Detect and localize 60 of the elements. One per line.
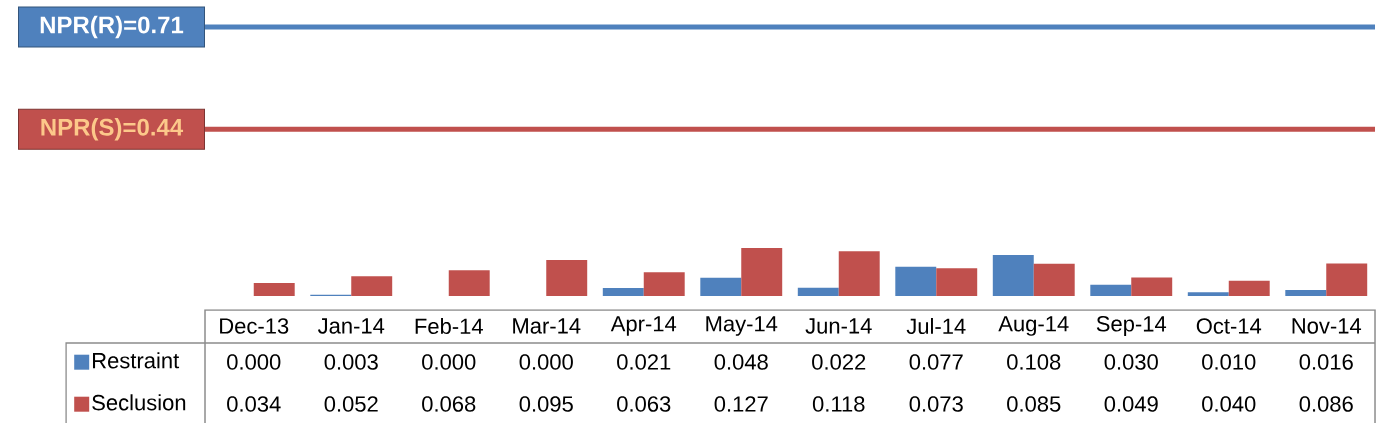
- bar: [602, 288, 644, 296]
- data-label: 0.000: [519, 354, 573, 370]
- data-label: 0.000: [422, 354, 476, 370]
- x-tick-label: Jun-14: [805, 318, 872, 334]
- data-label: 0.049: [1104, 396, 1158, 412]
- data-label: 0.016: [1299, 354, 1353, 370]
- data-label: 0.127: [714, 396, 768, 412]
- bar: [936, 268, 978, 296]
- bar: [700, 277, 742, 296]
- data-label: 0.108: [1007, 354, 1061, 370]
- data-label: 0.063: [617, 396, 671, 412]
- x-tick-label: Feb-14: [415, 317, 483, 335]
- x-tick-label: Nov-14: [1292, 318, 1362, 334]
- bar: [1228, 280, 1270, 296]
- bar: [1326, 263, 1368, 296]
- bar: [1187, 292, 1229, 296]
- data-label: 0.095: [519, 396, 573, 412]
- data-label: 0.022: [812, 354, 866, 370]
- data-label: 0.052: [324, 396, 378, 412]
- bar: [1131, 277, 1173, 296]
- bar: [741, 247, 783, 296]
- data-label: 0.030: [1104, 354, 1158, 370]
- bar: [797, 287, 839, 296]
- bar: [351, 276, 393, 296]
- bar: [643, 272, 685, 296]
- data-label: 0.118: [812, 396, 865, 412]
- x-tick-label: Apr-14: [610, 316, 677, 336]
- data-label: 0.073: [909, 396, 963, 412]
- bar: [1090, 284, 1132, 296]
- x-tick-label: Jul-14: [906, 317, 966, 335]
- bar: [546, 260, 588, 296]
- data-label: 0.000: [227, 354, 281, 370]
- data-label: 0.048: [714, 354, 768, 370]
- ref-line-label: NPR(R)=0.71: [40, 15, 184, 39]
- bar: [253, 283, 295, 296]
- x-tick-label: Aug-14: [998, 316, 1069, 336]
- data-label: 0.040: [1202, 396, 1256, 412]
- data-label: 0.086: [1299, 396, 1353, 412]
- legend-label: Restraint: [93, 352, 180, 369]
- data-label: 0.003: [324, 354, 378, 370]
- bar: [448, 270, 490, 296]
- data-label: 0.085: [1007, 396, 1061, 412]
- legend-label: Seclusion: [92, 394, 186, 411]
- x-tick-label: Oct-14: [1196, 318, 1262, 334]
- data-label: 0.010: [1202, 354, 1256, 370]
- x-tick-label: May-14: [706, 316, 778, 336]
- bar: [1285, 289, 1327, 296]
- data-label: 0.068: [422, 396, 476, 412]
- bar: [838, 251, 880, 296]
- x-tick-label: Mar-14: [513, 318, 581, 334]
- bar: [992, 255, 1034, 296]
- data-label: 0.077: [909, 354, 963, 370]
- x-tick-label: Sep-14: [1096, 316, 1167, 336]
- x-tick-label: Dec-13: [220, 318, 289, 334]
- x-tick-label: Jan-14: [317, 318, 385, 334]
- data-label: 0.021: [617, 354, 671, 370]
- ref-line-label: NPR(S)=0.44: [41, 118, 184, 141]
- bar: [1033, 263, 1075, 296]
- bar: [895, 266, 937, 296]
- data-label: 0.034: [227, 396, 281, 412]
